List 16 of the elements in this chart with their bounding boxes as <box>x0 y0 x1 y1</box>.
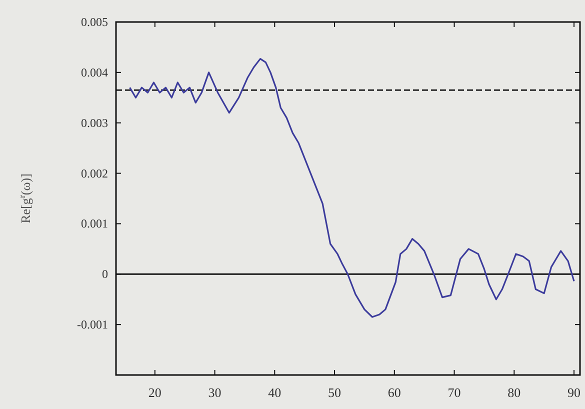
x-tick-label: 30 <box>208 385 222 400</box>
x-tick-label: 50 <box>328 385 342 400</box>
y-tick-label: 0.001 <box>81 216 108 231</box>
x-tick-label: 40 <box>268 385 282 400</box>
y-tick-label: 0.003 <box>81 116 108 130</box>
line-series <box>128 58 575 318</box>
x-tick-label: 90 <box>568 385 581 400</box>
x-tick-label: 70 <box>448 385 461 400</box>
x-tick-label: 20 <box>148 385 162 400</box>
y-tick-label: 0.002 <box>81 166 108 180</box>
x-tick-label: 60 <box>388 385 401 400</box>
y-tick-label: 0.004 <box>81 65 108 80</box>
y-tick-label: 0.005 <box>81 15 108 29</box>
y-tick-label: -0.001 <box>77 318 108 332</box>
x-tick-label: 80 <box>508 385 521 400</box>
y-tick-label: 0 <box>102 267 108 282</box>
